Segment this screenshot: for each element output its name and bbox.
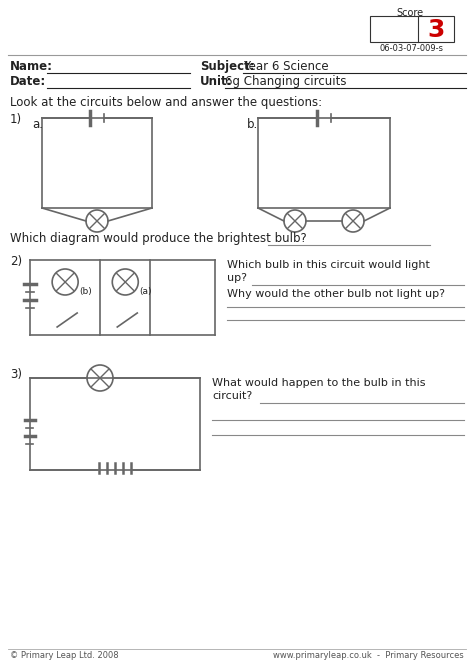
- Text: Look at the circuits below and answer the questions:: Look at the circuits below and answer th…: [10, 96, 322, 109]
- Text: 6g Changing circuits: 6g Changing circuits: [225, 75, 346, 88]
- Text: Why would the other bulb not light up?: Why would the other bulb not light up?: [227, 289, 445, 299]
- Text: 06-03-07-009-s: 06-03-07-009-s: [380, 44, 444, 53]
- Text: Which diagram would produce the brightest bulb?: Which diagram would produce the brightes…: [10, 232, 307, 245]
- Text: 2): 2): [10, 255, 22, 268]
- Text: Date:: Date:: [10, 75, 46, 88]
- Text: up?: up?: [227, 273, 247, 283]
- Text: 3: 3: [428, 18, 445, 42]
- Text: 3): 3): [10, 368, 22, 381]
- Text: Year 6 Science: Year 6 Science: [243, 60, 328, 73]
- Text: Score: Score: [396, 8, 424, 18]
- Text: 1): 1): [10, 113, 22, 126]
- Bar: [370, 16, 454, 42]
- Text: Name:: Name:: [10, 60, 53, 73]
- Text: What would happen to the bulb in this: What would happen to the bulb in this: [212, 378, 426, 388]
- Text: Subject:: Subject:: [200, 60, 255, 73]
- Text: a.: a.: [32, 118, 43, 131]
- Text: Which bulb in this circuit would light: Which bulb in this circuit would light: [227, 260, 430, 270]
- Text: www.primaryleap.co.uk  -  Primary Resources: www.primaryleap.co.uk - Primary Resource…: [273, 651, 464, 660]
- Text: © Primary Leap Ltd. 2008: © Primary Leap Ltd. 2008: [10, 651, 118, 660]
- Text: (b): (b): [79, 287, 92, 296]
- Text: circuit?: circuit?: [212, 391, 252, 401]
- Text: (a): (a): [139, 287, 152, 296]
- Text: b.: b.: [247, 118, 258, 131]
- Text: Unit:: Unit:: [200, 75, 233, 88]
